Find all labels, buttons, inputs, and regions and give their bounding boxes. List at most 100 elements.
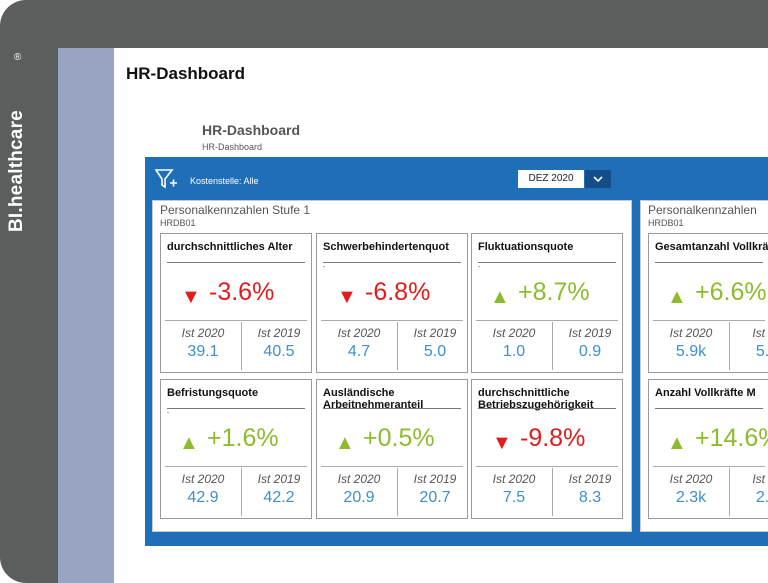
kpi-title: Schwerbehindertenquot [323, 241, 449, 253]
previous-year-value: 40.5 [263, 343, 295, 360]
current-year-value: 4.7 [347, 343, 371, 360]
current-year-label: Ist 2020 [181, 326, 225, 340]
previous-year-label: Ist 20 [752, 326, 768, 340]
current-year-label: Ist 2020 [337, 472, 381, 486]
kpi-card[interactable]: durchschnittliche Betriebszugehörigkeit ▼… [471, 379, 623, 519]
divider [552, 322, 553, 370]
side-band [58, 48, 114, 583]
divider [397, 468, 398, 516]
previous-year-label: Ist 2019 [568, 326, 612, 340]
title-rule [167, 262, 305, 263]
current-year-value: 1.0 [502, 343, 526, 360]
chevron-down-icon [593, 176, 603, 183]
divider [729, 322, 730, 370]
trend-up-icon: ▲ [667, 432, 687, 454]
kpi-card[interactable]: Ausländische Arbeitnehmeranteil ▲ +0.5% Ist… [316, 379, 468, 519]
divider [476, 320, 618, 321]
previous-year-value: 20.7 [419, 489, 451, 506]
current-year-value: 2.3k [675, 489, 707, 506]
divider [476, 466, 618, 467]
divider [165, 466, 307, 467]
kpi-change: +6.6% [695, 278, 767, 306]
kpi-title: Gesamtanzahl Vollkräfte [655, 241, 768, 253]
divider [165, 320, 307, 321]
current-year-label: Ist 2020 [669, 472, 713, 486]
kpi-change: -3.6% [209, 278, 275, 306]
kpi-title: durchschnittliches Alter [167, 241, 293, 253]
current-year-label: Ist 2020 [181, 472, 225, 486]
period-select[interactable]: DEZ 2020 [518, 170, 584, 188]
current-year-value: 7.5 [502, 489, 526, 506]
current-year-value: 20.9 [343, 489, 375, 506]
previous-year-value: 2.0 [755, 489, 768, 506]
kpi-title: Befristungsquote [167, 387, 259, 399]
kpi-title: Fluktuationsquote [478, 241, 574, 253]
previous-year-label: Ist 2019 [257, 472, 301, 486]
previous-year-label: Ist 2019 [413, 326, 457, 340]
brand-logo: BI.healthcare [6, 110, 27, 232]
title-rule [655, 262, 763, 263]
trend-up-icon: ▲ [490, 286, 510, 308]
title-rule [478, 262, 616, 263]
kpi-card[interactable]: Fluktuationsquote - ▲ +8.7% Ist 2020 Ist 2019… [471, 233, 623, 373]
divider [552, 468, 553, 516]
kpi-card[interactable]: Befristungsquote - ▲ +1.6% Ist 2020 Ist 2019 4… [160, 379, 312, 519]
divider [241, 468, 242, 516]
title-rule [655, 408, 763, 409]
report-subtitle: HR-Dashboard [202, 142, 263, 152]
divider [397, 322, 398, 370]
panel-code: HRDB01 [160, 218, 196, 228]
kpi-title: Anzahl Vollkräfte M [655, 387, 756, 399]
kpi-change: -9.8% [520, 424, 586, 452]
divider [653, 466, 765, 467]
divider [729, 468, 730, 516]
kpi-card[interactable]: Gesamtanzahl Vollkräfte ▲ +6.6% Ist 2020 Ist… [648, 233, 768, 373]
previous-year-value: 0.9 [578, 343, 602, 360]
divider [241, 322, 242, 370]
kpi-subtitle: - [323, 264, 326, 271]
current-year-label: Ist 2020 [492, 326, 536, 340]
kpi-change: +14.6% [695, 424, 768, 452]
current-year-label: Ist 2020 [337, 326, 381, 340]
page-title: HR-Dashboard [126, 64, 246, 83]
previous-year-value: 5.0 [423, 343, 447, 360]
kpi-subtitle: - [478, 264, 481, 271]
trend-up-icon: ▲ [335, 432, 355, 454]
kpi-card[interactable]: Anzahl Vollkräfte M ▲ +14.6% Ist 2020 Ist 20… [648, 379, 768, 519]
title-rule [323, 408, 461, 409]
title-rule [167, 408, 305, 409]
kpi-card[interactable]: durchschnittliches Alter ▼ -3.6% Ist 2020 Is… [160, 233, 312, 373]
report-title: HR-Dashboard [202, 122, 301, 138]
current-year-label: Ist 2020 [492, 472, 536, 486]
previous-year-label: Ist 2019 [413, 472, 457, 486]
title-rule [323, 262, 461, 263]
current-year-value: 5.9k [675, 343, 707, 360]
current-year-value: 39.1 [187, 343, 219, 360]
previous-year-label: Ist 2019 [568, 472, 612, 486]
trend-up-icon: ▲ [667, 286, 687, 308]
trend-up-icon: ▲ [179, 432, 199, 454]
current-year-value: 42.9 [187, 489, 219, 506]
period-dropdown-button[interactable] [585, 170, 611, 188]
trend-down-icon: ▼ [181, 286, 201, 308]
kpi-change: +8.7% [518, 278, 590, 306]
kpi-change: -6.8% [365, 278, 431, 306]
filter-add-icon[interactable] [154, 168, 178, 190]
cost-center-filter[interactable]: Kostenstelle: Alle [190, 176, 259, 186]
kpi-subtitle: - [167, 410, 170, 417]
previous-year-value: 5.6 [755, 343, 768, 360]
panel-title: Personalkennzahlen [648, 203, 757, 217]
trend-down-icon: ▼ [492, 432, 512, 454]
previous-year-label: Ist 2019 [257, 326, 301, 340]
panel-code: HRDB01 [648, 218, 684, 228]
panel-title: Personalkennzahlen Stufe 1 [160, 203, 311, 217]
previous-year-value: 42.2 [263, 489, 295, 506]
divider [321, 466, 463, 467]
previous-year-value: 8.3 [578, 489, 602, 506]
kpi-card[interactable]: Schwerbehindertenquot - ▼ -6.8% Ist 2020 Ist … [316, 233, 468, 373]
title-rule [478, 408, 616, 409]
current-year-label: Ist 2020 [669, 326, 713, 340]
kpi-change: +0.5% [363, 424, 435, 452]
divider [653, 320, 765, 321]
kpi-change: +1.6% [207, 424, 279, 452]
